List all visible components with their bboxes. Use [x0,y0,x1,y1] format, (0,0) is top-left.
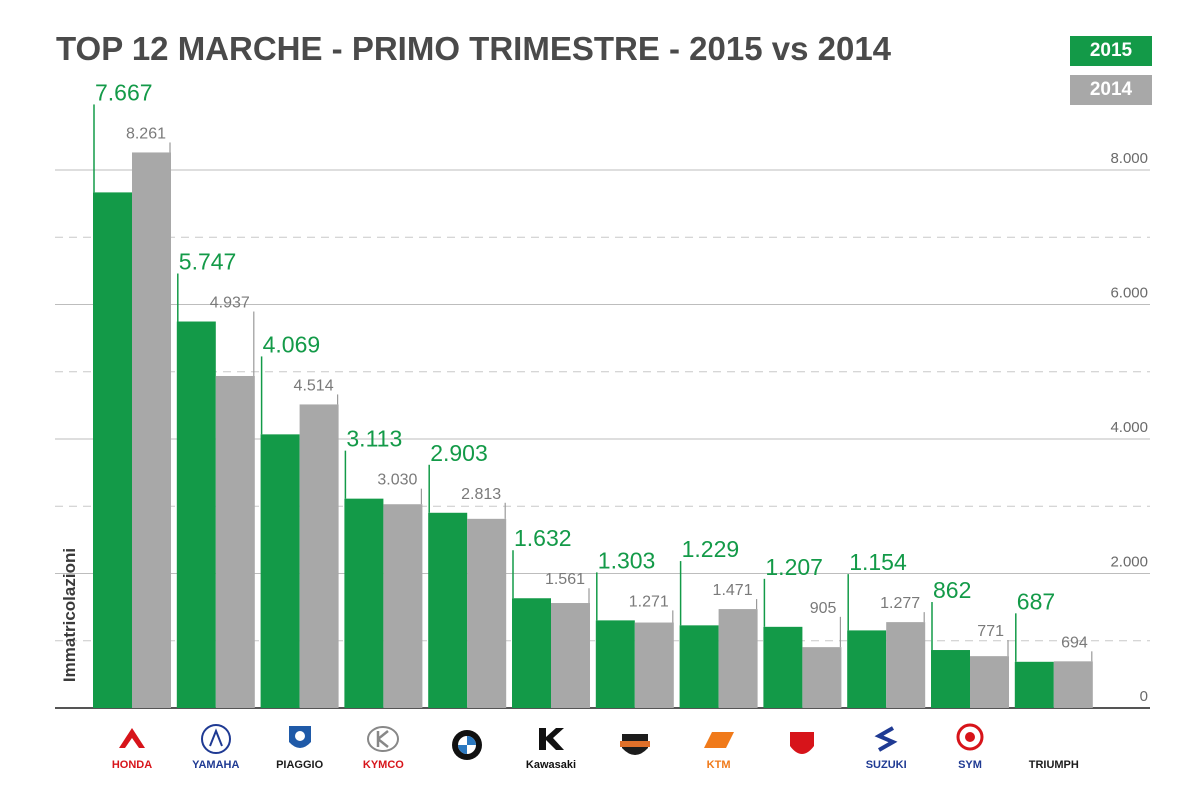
brand-mark [1037,722,1071,756]
y-tick-label: 0 [1140,688,1148,705]
brand-label: KTM [706,758,731,771]
brand-label: Kawasaki [525,758,577,771]
harley-davidson-shield-icon [595,716,675,776]
bar-2014 [886,622,926,708]
data-label-2014: 905 [810,600,837,617]
bar-2014 [1053,661,1093,708]
data-label-2014: 694 [1061,634,1088,651]
brand-mark [539,727,564,750]
data-label-2015: 1.207 [765,554,823,580]
y-tick-label: 6.000 [1110,285,1148,302]
bar-2015 [428,512,468,708]
data-label-2015: 687 [1017,588,1055,614]
bar-2015 [847,630,887,708]
data-label-2015: 1.303 [598,547,656,573]
data-label-2015: 5.747 [179,249,237,275]
ktm-wordmark-icon: KTM [679,716,759,776]
brand-label: TRIUMPH [1028,758,1079,771]
brand-mark [874,725,898,752]
data-label-2014: 3.030 [377,472,417,489]
suzuki-s-icon: SUZUKI [846,716,926,776]
data-label-2014: 2.813 [461,486,501,503]
brand-label: SYM [958,758,982,771]
kymco-k-icon: KYMCO [343,716,423,776]
brand-mark [956,723,984,750]
bar-2015 [595,620,635,708]
bar-2014 [718,609,758,708]
y-tick-label: 2.000 [1110,554,1148,571]
yamaha-tuning-fork-icon: YAMAHA [176,716,256,776]
data-label-2014: 8.261 [126,125,166,142]
data-label-2015: 7.667 [95,79,153,105]
triumph-wordmark-icon: TRIUMPH [1014,716,1094,776]
piaggio-shield-icon: PIAGGIO [260,716,340,776]
y-tick-label: 8.000 [1110,150,1148,167]
bar-2015 [931,650,970,708]
brand-label: HONDA [111,758,153,771]
data-label-2014: 1.561 [545,571,585,588]
kawasaki-k-icon: Kawasaki [511,716,591,776]
brand-mark [200,723,231,754]
brand-mark [288,725,311,748]
brand-label: PIAGGIO [276,758,324,771]
data-label-2014: 4.514 [294,377,334,394]
brand-label: YAMAHA [192,758,240,771]
bar-2015 [1014,661,1054,708]
bmw-roundel-icon [427,716,507,776]
data-label-2015: 2.903 [430,440,488,466]
y-axis-label: Immatricolazioni [60,548,79,682]
bar-2014 [132,152,171,708]
data-label-2014: 4.937 [210,295,250,312]
sym-emblem-icon: SYM [930,716,1010,776]
data-label-2014: 1.271 [629,593,669,610]
data-label-2015: 1.154 [849,549,907,575]
data-label-2015: 862 [933,577,971,603]
data-label-2014: 1.277 [880,595,920,612]
data-label-2015: 4.069 [263,331,321,357]
bar-2014 [383,504,423,708]
chart-title: TOP 12 MARCHE - PRIMO TRIMESTRE - 2015 v… [56,30,892,67]
brand-mark [703,731,734,748]
bar-2014 [802,647,842,708]
bar-2014 [215,375,255,708]
brand-label: SUZUKI [865,758,907,771]
bar-2014 [299,404,339,708]
brand-mark [452,729,483,760]
brand-mark [119,727,145,748]
bar-2014 [634,622,674,708]
bar-2015 [93,192,132,708]
data-label-2014: 1.471 [713,582,753,599]
ducati-shield-icon [762,716,842,776]
bar-2014 [467,518,507,708]
legend-2014: 2014 [1070,75,1152,105]
data-label-2014: 771 [977,623,1004,640]
brand-mark [790,731,815,754]
honda-wing-icon: HONDA [92,716,172,776]
legend-2015: 2015 [1070,36,1152,66]
bar-2014 [970,656,1009,708]
bar-2015 [763,626,803,708]
bar-2015 [260,434,300,708]
brand-mark [619,733,650,755]
brand-label: KYMCO [362,758,404,771]
data-label-2015: 1.632 [514,525,572,551]
data-label-2015: 3.113 [346,426,402,452]
bar-2014 [551,603,590,708]
bar-2015 [512,598,551,708]
bar-2015 [344,498,384,708]
bar-2015 [176,321,216,708]
bar-2015 [679,625,719,708]
brand-mark [367,725,400,752]
y-tick-label: 4.000 [1110,419,1148,436]
data-label-2015: 1.229 [682,536,740,562]
